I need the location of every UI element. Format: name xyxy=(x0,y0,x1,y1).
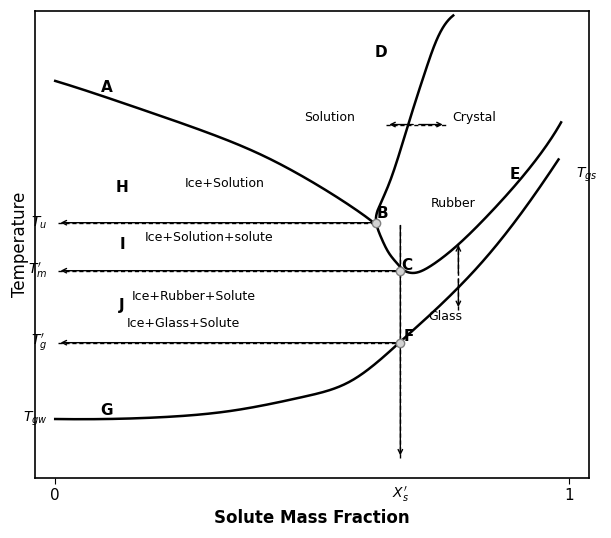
Text: Ice+Glass+Solute: Ice+Glass+Solute xyxy=(127,316,240,330)
Text: $T_{gw}$: $T_{gw}$ xyxy=(23,410,48,428)
Text: Solution: Solution xyxy=(304,111,356,124)
Text: E: E xyxy=(510,167,520,182)
Text: $T_m^{\prime}$: $T_m^{\prime}$ xyxy=(28,261,48,280)
Text: C: C xyxy=(401,258,412,273)
Text: G: G xyxy=(100,403,113,418)
Text: B: B xyxy=(377,207,389,222)
Text: A: A xyxy=(101,80,112,95)
Text: $X_s^{\prime}$: $X_s^{\prime}$ xyxy=(392,484,409,504)
Text: J: J xyxy=(119,298,125,313)
Text: F: F xyxy=(403,329,414,344)
Text: $T_u$: $T_u$ xyxy=(31,215,48,231)
Text: Ice+Solution+solute: Ice+Solution+solute xyxy=(145,231,274,244)
Text: H: H xyxy=(115,180,128,195)
Text: Crystal: Crystal xyxy=(452,111,496,124)
X-axis label: Solute Mass Fraction: Solute Mass Fraction xyxy=(214,509,410,527)
Text: Ice+Solution: Ice+Solution xyxy=(185,177,265,190)
Text: Ice+Rubber+Solute: Ice+Rubber+Solute xyxy=(132,291,256,303)
Text: $T_g^{\prime}$: $T_g^{\prime}$ xyxy=(31,332,48,353)
Text: $T_{gs}$: $T_{gs}$ xyxy=(577,166,598,184)
Text: Rubber: Rubber xyxy=(431,196,475,210)
Y-axis label: Temperature: Temperature xyxy=(11,192,29,297)
Text: I: I xyxy=(119,237,125,252)
Text: D: D xyxy=(375,45,387,60)
Text: Glass: Glass xyxy=(428,310,463,323)
